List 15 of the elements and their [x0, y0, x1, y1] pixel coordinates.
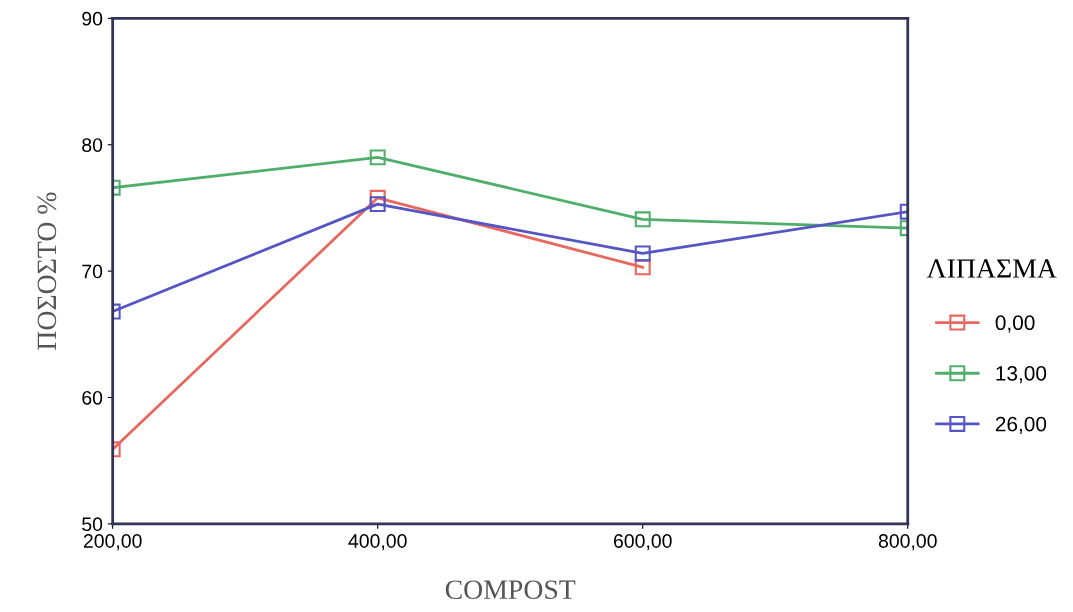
- y-tick-label: 90: [82, 11, 103, 26]
- legend-label: 0,00: [995, 315, 1035, 333]
- legend-label: 13,00: [996, 366, 1047, 384]
- y-tick-label: 60: [82, 390, 103, 405]
- x-tick-label: 400,00: [348, 534, 407, 551]
- y-tick-label: 70: [82, 264, 103, 279]
- y-tick-label: 50: [82, 517, 103, 532]
- legend-label: 26,00: [995, 416, 1047, 434]
- x-tick-label: 600,00: [613, 534, 672, 551]
- x-axis-title: COMPOST: [445, 580, 576, 600]
- y-tick-label: 80: [82, 138, 103, 152]
- x-tick-label: 800,00: [878, 534, 937, 551]
- legend-title: ΛΙΠΑΣΜΑ: [926, 259, 1057, 278]
- x-tick-label: 200,00: [83, 534, 142, 551]
- y-axis-title: ΠΟΣΟΣΤΟ %: [37, 192, 57, 350]
